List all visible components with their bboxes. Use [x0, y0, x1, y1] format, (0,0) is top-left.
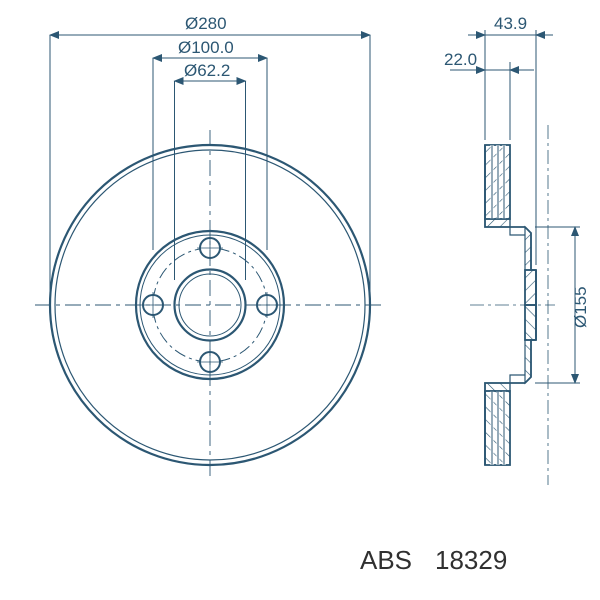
technical-drawing: Ø280 Ø100.0 Ø62.2 43.9 22.0 Ø155 ABS 183…	[0, 0, 600, 600]
dim-bolt-circle: Ø100.0	[178, 38, 234, 58]
partno-label: 18329	[435, 545, 507, 576]
front-view	[35, 130, 385, 480]
dim-hat-diameter: Ø155	[571, 286, 591, 328]
brand-label: ABS	[360, 545, 412, 576]
dim-total-width: 43.9	[494, 14, 527, 34]
dim-outer-diameter: Ø280	[185, 14, 227, 34]
dim-hub-bore: Ø62.2	[184, 61, 230, 81]
dim-disc-thickness: 22.0	[444, 50, 477, 70]
drawing-svg	[0, 0, 600, 600]
side-view	[470, 125, 555, 485]
